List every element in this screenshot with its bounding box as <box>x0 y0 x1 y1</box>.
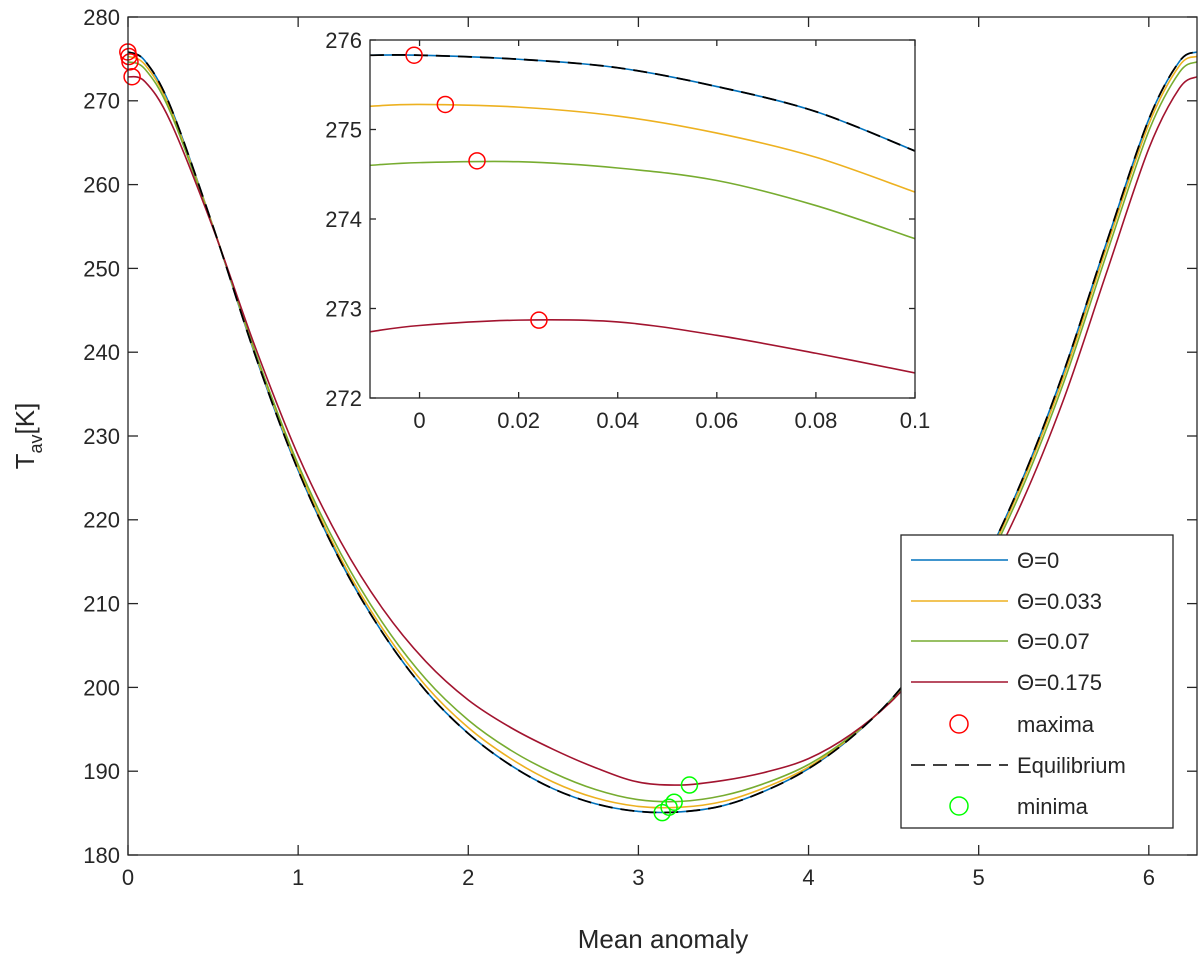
main-y-tick-label: 180 <box>83 843 120 868</box>
inset-y-tick-label: 273 <box>325 296 362 321</box>
inset-x-tick-label: 0.1 <box>900 408 931 433</box>
main-x-tick-label: 3 <box>632 865 644 890</box>
inset-maxima-marker-0 <box>405 46 423 64</box>
main-y-tick-label: 220 <box>83 508 120 533</box>
main-series-line-3 <box>128 75 1197 786</box>
legend-label: Θ=0 <box>1017 548 1059 573</box>
inset-series-line-2 <box>370 160 915 240</box>
legend: Θ=0 Θ=0.033 Θ=0.07 Θ=0.175 maxima Equilibrium… <box>900 534 1174 829</box>
legend-label: minima <box>1017 794 1089 819</box>
main-y-tick-label: 230 <box>83 424 120 449</box>
main-y-tick-label: 200 <box>83 675 120 700</box>
inset-x-tick-label: 0.06 <box>695 408 738 433</box>
main-y-tick-label: 280 <box>83 5 120 30</box>
inset-x-tick-label: 0 <box>413 408 425 433</box>
legend-label: maxima <box>1017 712 1095 737</box>
legend-swatch-marker <box>949 796 969 816</box>
y-axis-label: Tav[K] <box>10 403 46 470</box>
inset-series-line-1 <box>370 103 915 193</box>
main-y-tick-label: 190 <box>83 759 120 784</box>
inset-y-tick-label: 275 <box>325 117 362 142</box>
legend-label: Θ=0.07 <box>1017 629 1090 654</box>
legend-label: Equilibrium <box>1017 753 1126 778</box>
legend-label: Θ=0.175 <box>1017 670 1102 695</box>
inset-y-tick-label: 276 <box>325 28 362 53</box>
main-minima-marker-0 <box>653 803 671 822</box>
inset-series-line-4 <box>370 54 915 152</box>
inset-maxima-marker-3 <box>530 311 548 329</box>
main-x-tick-label: 5 <box>973 865 985 890</box>
legend-label: Θ=0.033 <box>1017 589 1102 614</box>
main-y-tick-label: 240 <box>83 340 120 365</box>
inset-maxima-marker-2 <box>468 152 486 170</box>
inset-y-tick-label: 272 <box>325 386 362 411</box>
inset-x-tick-label: 0.04 <box>596 408 639 433</box>
main-y-tick-label: 260 <box>83 173 120 198</box>
inset-plot: 0 0.02 0.04 0.06 0.08 0.1 272 273 274 275 276 <box>325 28 930 433</box>
main-maxima-marker-2 <box>121 53 139 71</box>
inset-series-group <box>370 54 915 374</box>
main-y-tick-label: 270 <box>83 89 120 114</box>
main-series-line-2 <box>128 61 1197 803</box>
x-axis-label: Mean anomaly <box>578 924 749 954</box>
main-x-tick-label: 6 <box>1143 865 1155 890</box>
main-y-tick-label: 210 <box>83 592 120 617</box>
inset-series-line-3 <box>370 318 915 374</box>
main-x-tick-label: 4 <box>802 865 814 890</box>
main-minima-marker-2 <box>665 793 683 811</box>
inset-maxima-marker-1 <box>436 95 455 114</box>
main-minima-marker-3 <box>680 776 699 794</box>
main-series-line-4 <box>128 51 1197 814</box>
inset-y-tick-label: 274 <box>325 207 362 232</box>
main-x-tick-label: 0 <box>122 865 134 890</box>
main-y-tick-label: 250 <box>83 256 120 281</box>
inset-x-tick-label: 0.02 <box>497 408 540 433</box>
main-minima-marker-1 <box>660 798 678 816</box>
main-x-tick-label: 1 <box>292 865 304 890</box>
inset-x-tick-label: 0.08 <box>794 408 837 433</box>
legend-swatch-marker <box>949 714 969 734</box>
main-maxima-marker-3 <box>123 67 141 86</box>
inset-background <box>370 40 915 398</box>
main-x-tick-label: 2 <box>462 865 474 890</box>
